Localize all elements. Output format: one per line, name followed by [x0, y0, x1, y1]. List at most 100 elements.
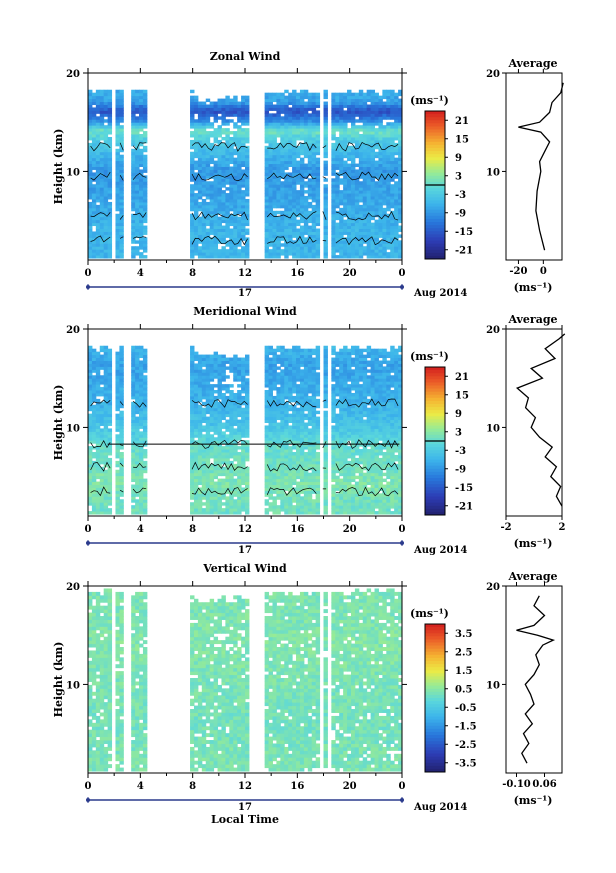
data-cell	[354, 207, 360, 212]
data-cell	[323, 213, 328, 218]
data-cell	[350, 154, 356, 159]
average-x-tick-label: -20	[509, 266, 527, 277]
data-cell	[335, 116, 340, 120]
data-cell	[91, 157, 97, 162]
data-cell	[233, 166, 238, 170]
data-cell	[213, 484, 219, 488]
data-cell	[213, 128, 219, 132]
data-cell	[307, 178, 313, 182]
data-cell	[241, 457, 246, 462]
data-cell	[233, 484, 238, 488]
data-cell	[107, 452, 113, 456]
data-cell	[221, 481, 226, 485]
data-cell	[229, 181, 234, 185]
data-cell	[135, 160, 140, 165]
data-cell	[276, 148, 281, 153]
data-cell	[296, 134, 301, 138]
data-cell	[339, 151, 344, 156]
data-cell	[115, 154, 120, 159]
data-cell	[201, 187, 207, 191]
data-cell	[280, 381, 285, 385]
data-cell	[107, 216, 113, 221]
data-cell	[339, 154, 344, 159]
data-cell	[354, 249, 360, 253]
data-cell	[135, 110, 140, 114]
data-cell	[88, 160, 93, 165]
data-cell	[307, 163, 313, 167]
data-cell	[280, 101, 285, 105]
data-cell	[115, 392, 120, 397]
data-cell	[292, 113, 297, 117]
data-cell	[264, 116, 270, 120]
data-cell	[233, 219, 238, 224]
data-cell	[217, 446, 222, 450]
data-cell	[284, 452, 289, 456]
data-cell	[343, 210, 348, 215]
data-cell	[103, 404, 109, 409]
data-cell	[339, 196, 344, 200]
data-cell	[268, 460, 273, 465]
data-cell	[229, 398, 234, 403]
data-cell	[88, 484, 93, 488]
data-cell	[284, 407, 289, 412]
data-cell	[103, 110, 109, 114]
data-cell	[350, 252, 356, 256]
data-cell	[225, 475, 230, 480]
data-cell	[335, 204, 340, 209]
data-cell	[386, 175, 391, 179]
data-cell	[343, 222, 348, 227]
data-cell	[142, 228, 148, 232]
data-cell	[307, 136, 313, 141]
data-cell	[350, 139, 356, 144]
data-cell	[323, 201, 328, 206]
data-cell	[139, 508, 144, 512]
data-cell	[374, 116, 379, 120]
data-cell	[139, 172, 144, 176]
data-cell	[390, 142, 395, 147]
data-cell	[394, 169, 399, 173]
data-cell	[233, 360, 238, 364]
data-cell	[272, 184, 277, 188]
data-cell	[221, 246, 226, 250]
data-cell	[197, 511, 203, 515]
data-cell	[190, 348, 195, 353]
data-cell	[217, 437, 222, 441]
data-cell	[107, 213, 113, 218]
data-cell	[343, 119, 348, 123]
data-cell	[362, 145, 368, 150]
data-cell	[276, 360, 281, 364]
data-cell	[205, 472, 211, 477]
data-cell	[268, 243, 273, 247]
data-cell	[91, 154, 97, 159]
data-cell	[390, 222, 395, 227]
data-cell	[221, 169, 226, 173]
data-cell	[335, 119, 340, 123]
data-cell	[264, 252, 270, 256]
data-cell	[95, 404, 101, 409]
data-cell	[268, 351, 273, 356]
data-cell	[288, 469, 293, 474]
data-cell	[296, 172, 301, 176]
data-cell	[370, 201, 376, 206]
data-cell	[103, 425, 109, 429]
data-cell	[217, 104, 222, 108]
data-cell	[358, 95, 364, 100]
data-cell	[209, 184, 215, 188]
data-cell	[217, 431, 222, 435]
data-cell	[91, 496, 97, 500]
data-cell	[205, 511, 211, 515]
data-cell	[284, 178, 289, 182]
data-cell	[350, 166, 356, 170]
data-cell	[354, 210, 360, 215]
data-cell	[99, 255, 105, 259]
data-cell	[296, 116, 301, 120]
data-cell	[311, 243, 317, 247]
data-cell	[245, 511, 250, 515]
data-cell	[284, 478, 289, 483]
data-cell	[390, 128, 395, 132]
data-cell	[225, 201, 230, 206]
data-cell	[233, 181, 238, 185]
data-cell	[103, 175, 109, 179]
data-cell	[131, 219, 136, 224]
data-cell	[103, 204, 109, 209]
